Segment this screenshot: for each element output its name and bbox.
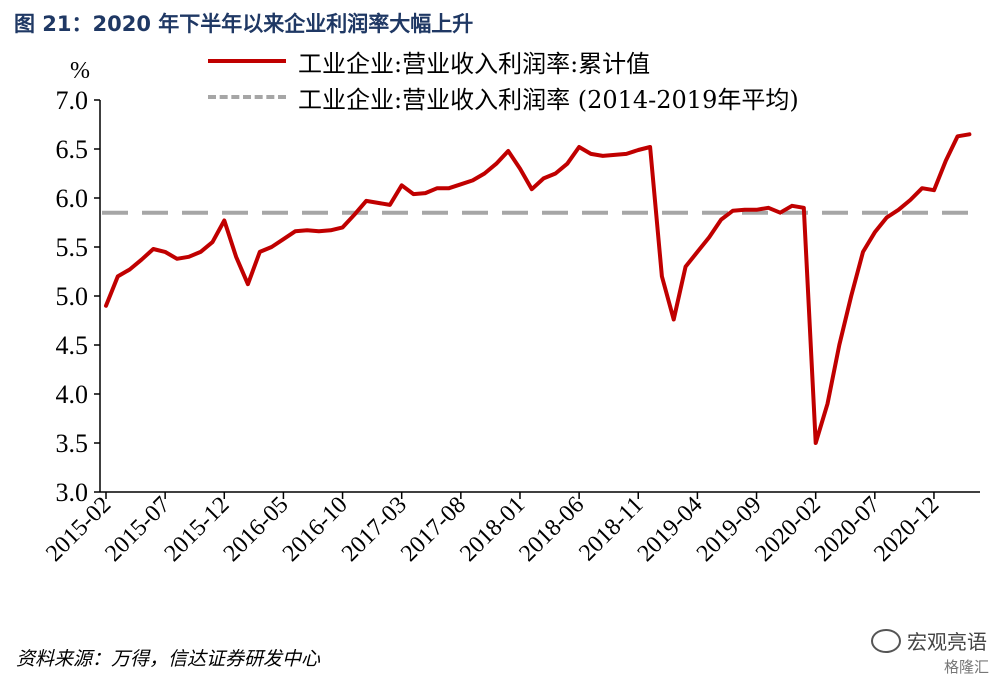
watermark-sub: 格隆汇 [943, 658, 989, 676]
x-tick-label: 2016-05 [219, 492, 294, 567]
legend-item-series2: 工业企业:营业收入利润率 (2014-2019年平均) [208, 80, 799, 114]
chart-title: 图 21：2020 年下半年以来企业利润率大幅上升 [14, 12, 474, 36]
legend-swatch-solid [208, 59, 286, 63]
y-tick-label: 6.5 [56, 135, 89, 164]
x-tick-label: 2017-08 [396, 492, 471, 567]
x-tick-label: 2019-04 [633, 492, 708, 567]
x-tick-label: 2018-06 [514, 492, 589, 567]
watermark-name: 宏观亮语 [907, 630, 987, 654]
wechat-icon [871, 628, 901, 653]
legend: 工业企业:营业收入利润率:累计值 工业企业:营业收入利润率 (2014-2019… [208, 44, 799, 116]
x-tick-label: 2020-12 [869, 492, 944, 567]
x-tick-label: 2016-10 [278, 492, 353, 567]
y-tick-label: 7.0 [56, 86, 89, 115]
y-axis-unit: % [70, 58, 90, 84]
x-tick-label: 2020-02 [751, 492, 826, 567]
y-tick-label: 4.5 [56, 331, 89, 360]
y-tick-label: 6.0 [56, 184, 89, 213]
legend-swatch-dashed [208, 95, 286, 99]
y-tick-label: 5.0 [56, 282, 89, 311]
y-tick-label: 5.5 [56, 233, 89, 262]
x-tick-label: 2018-11 [574, 492, 648, 566]
x-tick-label: 2019-09 [692, 492, 767, 567]
series-line-profit-margin [104, 132, 972, 445]
x-tick-label: 2015-12 [160, 492, 235, 567]
x-tick-label: 2018-01 [455, 492, 530, 567]
x-tick-label: 2017-03 [337, 492, 412, 567]
y-tick-label: 3.0 [56, 478, 89, 507]
legend-label-series1: 工业企业:营业收入利润率:累计值 [298, 49, 651, 78]
x-tick-label: 2020-07 [810, 492, 885, 567]
y-tick-label: 4.0 [56, 380, 89, 409]
legend-item-series1: 工业企业:营业收入利润率:累计值 [208, 44, 799, 78]
line-chart: 3.03.54.04.55.05.56.06.57.0 2015-022015-… [41, 86, 980, 567]
source-note: 资料来源：万得，信达证券研发中心 [16, 648, 321, 670]
legend-label-series2: 工业企业:营业收入利润率 (2014-2019年平均) [298, 85, 799, 114]
watermark: 宏观亮语 [871, 626, 987, 655]
x-tick-label: 2015-07 [100, 492, 175, 567]
y-tick-label: 3.5 [56, 429, 89, 458]
